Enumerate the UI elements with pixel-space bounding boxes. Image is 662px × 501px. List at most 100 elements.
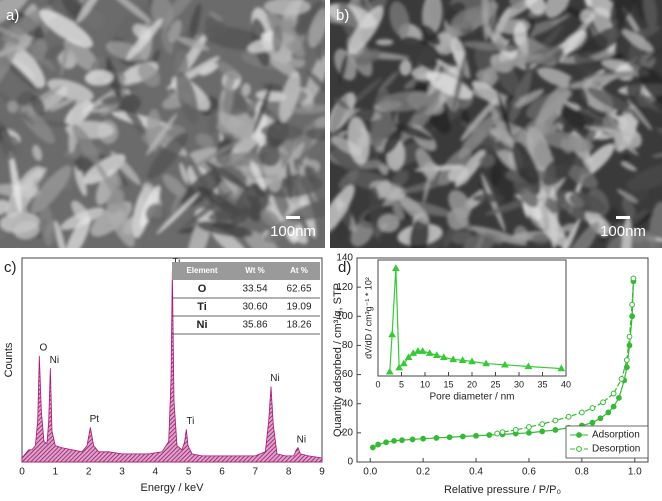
table-cell: 33.54 (242, 284, 267, 295)
flake (642, 0, 657, 30)
flake (509, 70, 532, 123)
flake (31, 165, 72, 214)
flake (266, 12, 305, 58)
flake (378, 91, 433, 112)
flake (100, 95, 124, 105)
flake (126, 18, 163, 60)
marker (526, 429, 532, 436)
flake (260, 209, 282, 229)
table-header-bg (172, 262, 320, 280)
marker (395, 363, 404, 371)
flake (584, 0, 592, 8)
flake (534, 84, 568, 136)
legend-label: Adsorption (592, 430, 640, 441)
flake (106, 188, 125, 214)
flake (0, 41, 32, 62)
flake (562, 200, 588, 222)
flake (194, 138, 244, 167)
flake (462, 41, 520, 52)
flake (392, 202, 405, 221)
marker (391, 437, 397, 444)
flake (76, 0, 105, 24)
flake (631, 106, 662, 129)
flake (74, 164, 87, 197)
y-tick-label: 40 (342, 398, 354, 409)
x-tick-label: 8 (286, 467, 292, 478)
x-tick-label: 40 (561, 379, 571, 389)
flake (30, 95, 46, 116)
flake (145, 203, 167, 225)
x-tick-label: 0.4 (469, 467, 483, 478)
marker (524, 362, 533, 370)
flake (580, 8, 596, 24)
flake (156, 192, 200, 235)
flake (478, 153, 495, 168)
flake (434, 32, 455, 55)
flake (584, 126, 642, 137)
flake (86, 108, 111, 113)
flake (60, 207, 105, 230)
x-tick-label: 9 (319, 467, 325, 478)
flake (76, 153, 83, 172)
flake (304, 48, 325, 105)
marker (399, 437, 405, 444)
flake (616, 189, 638, 204)
marker (552, 417, 559, 424)
legend-marker (576, 446, 582, 452)
flake (199, 63, 218, 76)
flake (347, 117, 370, 165)
flake (448, 166, 469, 183)
flake (39, 9, 93, 48)
flake (0, 135, 21, 161)
sem-image (0, 0, 325, 248)
marker (468, 357, 476, 365)
flake (252, 184, 267, 198)
flake (72, 124, 100, 165)
flake (391, 170, 409, 188)
marker (446, 434, 453, 441)
flake (39, 203, 55, 247)
flake (458, 112, 499, 159)
flake (415, 104, 428, 116)
flake (560, 138, 574, 153)
x-tick-label: 0 (19, 467, 25, 478)
flake (426, 71, 473, 100)
flake (472, 193, 505, 203)
flake (555, 218, 581, 248)
flake (422, 0, 443, 36)
sem-image (330, 0, 662, 248)
table-cell: O (198, 283, 207, 295)
x-axis-label: Energy / keV (141, 482, 205, 494)
marker (383, 439, 390, 446)
flake (559, 106, 587, 129)
flake (528, 46, 565, 65)
flake (182, 190, 233, 229)
flake (452, 51, 467, 114)
marker (539, 428, 546, 435)
marker (459, 433, 466, 440)
marker (552, 427, 559, 433)
x-tick-label: 0.2 (416, 467, 430, 478)
flake (114, 90, 148, 137)
flake (570, 75, 618, 89)
x-tick-label: 0.6 (522, 467, 536, 478)
flake (578, 24, 629, 58)
y-tick-label: 0 (347, 457, 353, 468)
flake (0, 0, 29, 30)
marker (418, 347, 427, 354)
flake (560, 30, 587, 54)
marker (420, 435, 427, 442)
flake (208, 108, 219, 135)
flake (463, 232, 496, 248)
marker (414, 347, 422, 354)
flake (509, 0, 524, 11)
x-tick-label: 7 (253, 467, 259, 478)
marker (578, 409, 585, 416)
flake (338, 54, 348, 85)
y-tick-label: 80 (342, 340, 354, 351)
flake (170, 192, 182, 214)
x-tick-label: 2 (86, 467, 92, 478)
marker (501, 360, 509, 368)
marker (565, 413, 572, 420)
flake (460, 94, 501, 141)
